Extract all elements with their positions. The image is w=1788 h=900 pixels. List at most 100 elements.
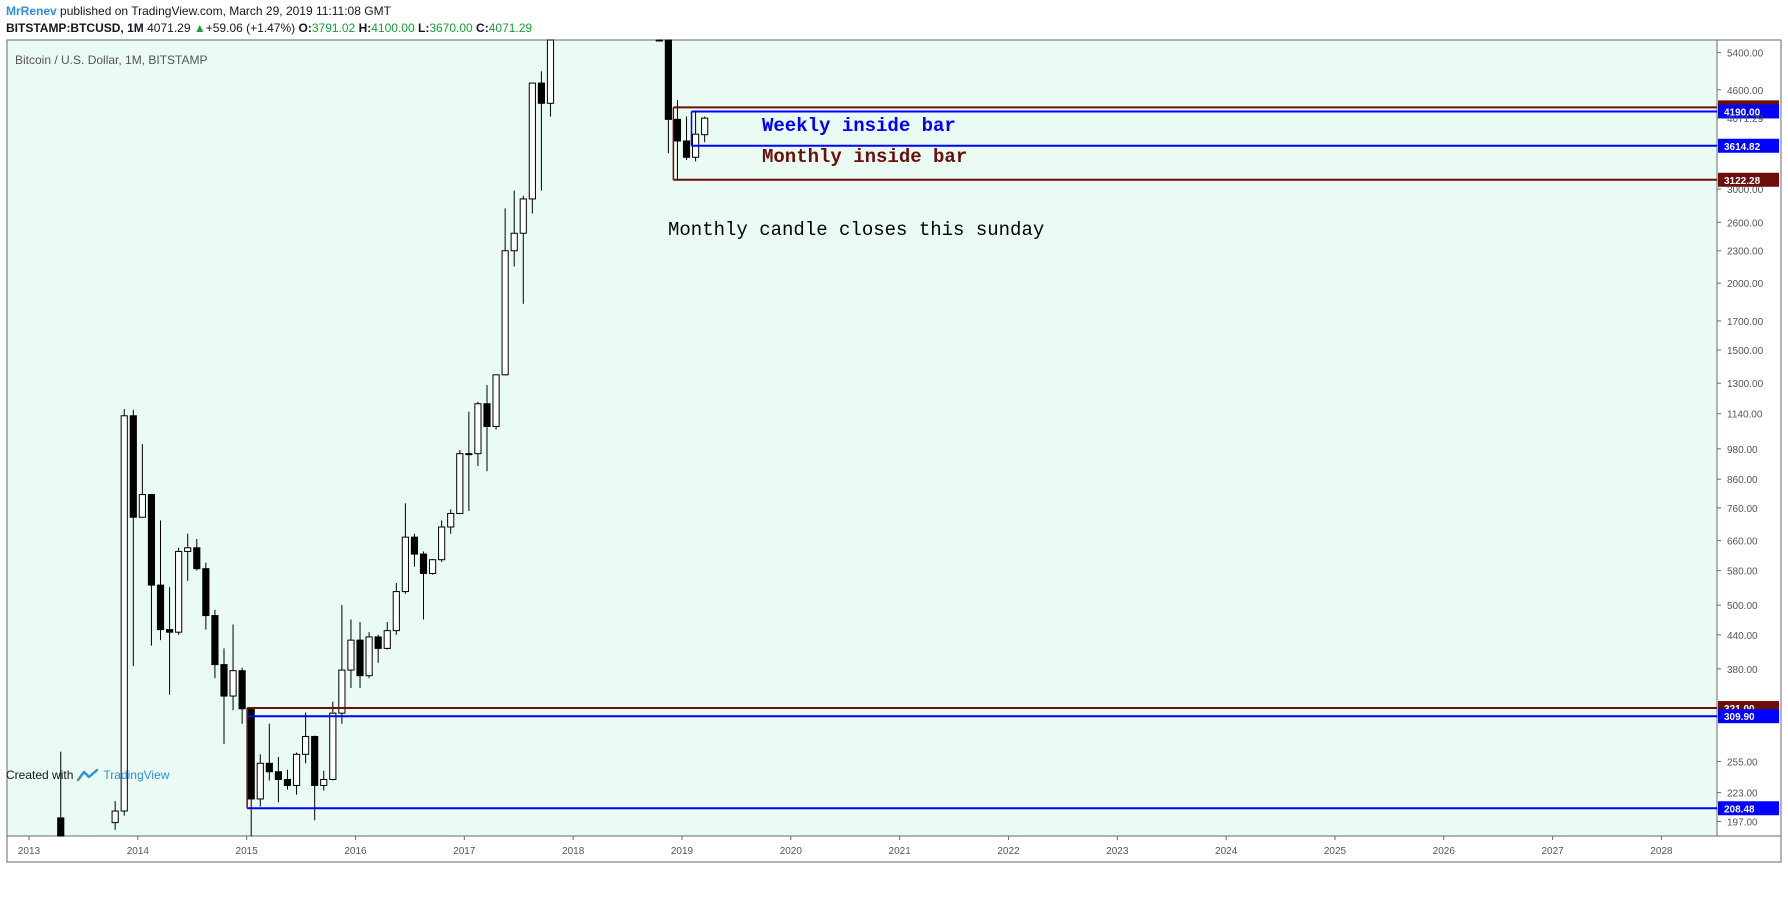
tradingview-logo-icon bbox=[77, 768, 99, 782]
candle-body bbox=[374, 636, 382, 649]
candle-body bbox=[447, 512, 455, 528]
candle-body bbox=[383, 630, 391, 649]
candle-body bbox=[701, 117, 709, 136]
candle-body bbox=[220, 664, 228, 697]
candle bbox=[311, 735, 319, 821]
candle bbox=[438, 520, 446, 563]
last-price: 4071.29 bbox=[147, 21, 191, 35]
candle-body bbox=[283, 778, 292, 786]
x-tick-label: 2027 bbox=[1542, 846, 1565, 857]
x-tick-label: 2017 bbox=[453, 846, 476, 857]
y-tick-label: 1300.00 bbox=[1727, 379, 1764, 390]
y-tick-label: 1140.00 bbox=[1727, 410, 1763, 421]
level-label-bg bbox=[1718, 709, 1779, 724]
candle bbox=[202, 562, 210, 630]
created-with-label: Created with bbox=[6, 768, 74, 782]
candle-body bbox=[483, 403, 491, 428]
level-label: 4190.00 bbox=[1724, 107, 1761, 118]
open-label: O: bbox=[298, 21, 312, 35]
x-tick-label: 2025 bbox=[1324, 846, 1347, 857]
level-label-bg bbox=[1718, 104, 1779, 119]
candle bbox=[465, 411, 473, 511]
candle-body bbox=[202, 568, 210, 617]
candle-body bbox=[438, 526, 446, 561]
ohlc-header: BITSTAMP:BTCUSD, 1M 4071.29 ▲+59.06 (+1.… bbox=[6, 21, 532, 35]
candle bbox=[410, 533, 419, 567]
candle bbox=[147, 494, 156, 646]
y-tick-label: 2300.00 bbox=[1727, 247, 1764, 258]
candle-body bbox=[111, 810, 119, 824]
candle bbox=[383, 621, 391, 650]
publish-info: MrRenev published on TradingView.com, Ma… bbox=[6, 4, 391, 18]
candle bbox=[365, 632, 373, 679]
candle-body bbox=[156, 584, 165, 631]
published-text: published on TradingView.com, March 29, … bbox=[60, 4, 391, 18]
candle bbox=[701, 116, 709, 143]
candle-body bbox=[175, 550, 183, 633]
candle bbox=[274, 756, 282, 803]
candle-body bbox=[492, 374, 500, 428]
candle-body bbox=[147, 494, 156, 586]
candle-body bbox=[211, 615, 219, 666]
candle bbox=[111, 801, 119, 830]
x-tick-label: 2022 bbox=[997, 846, 1020, 857]
candle bbox=[519, 195, 527, 304]
candle-body bbox=[184, 547, 192, 552]
candle-body bbox=[655, 39, 663, 42]
y-tick-label: 2600.00 bbox=[1727, 218, 1764, 229]
candle-body bbox=[320, 778, 328, 786]
x-tick-label: 2013 bbox=[18, 846, 41, 857]
candle bbox=[419, 551, 428, 620]
x-tick-label: 2014 bbox=[127, 846, 150, 857]
candle bbox=[546, 39, 555, 117]
candle-body bbox=[338, 669, 346, 714]
candle-body bbox=[274, 771, 282, 780]
time-axis[interactable] bbox=[6, 835, 1782, 863]
candle-body bbox=[57, 817, 65, 837]
candle-body bbox=[138, 494, 146, 518]
footer: Created with TradingView bbox=[6, 768, 169, 782]
candle-body bbox=[428, 559, 437, 574]
candle-body bbox=[419, 553, 428, 574]
y-tick-label: 3000.00 bbox=[1727, 185, 1764, 196]
candle-body bbox=[537, 82, 545, 104]
candle-body bbox=[682, 140, 691, 158]
candle-body bbox=[546, 39, 555, 104]
annotation-monthly-inside-bar: Monthly inside bar bbox=[762, 146, 967, 168]
chart-title: Bitcoin / U.S. Dollar, 1M, BITSTAMP bbox=[15, 53, 208, 67]
tradingview-link[interactable]: TradingView bbox=[103, 768, 170, 782]
candle bbox=[229, 624, 237, 711]
annotation-weekly-inside-bar: Weekly inside bar bbox=[762, 115, 956, 137]
candle bbox=[238, 667, 246, 724]
level-label-bg bbox=[1718, 138, 1779, 153]
candle bbox=[57, 751, 65, 837]
y-tick-label: 500.00 bbox=[1727, 601, 1758, 612]
candle bbox=[338, 605, 346, 724]
candle-body bbox=[664, 39, 672, 120]
candle bbox=[456, 450, 464, 515]
candle bbox=[492, 374, 500, 430]
open-value: 3791.02 bbox=[311, 21, 356, 35]
level-label-bg bbox=[1718, 801, 1779, 816]
candle-body bbox=[238, 670, 246, 710]
candle bbox=[474, 401, 482, 467]
candle bbox=[664, 39, 672, 154]
chart-pane[interactable] bbox=[6, 39, 1718, 837]
y-tick-label: 660.00 bbox=[1727, 537, 1758, 548]
y-tick-label: 223.00 bbox=[1727, 789, 1758, 800]
candle-body bbox=[193, 547, 201, 570]
candle-body bbox=[256, 762, 264, 800]
candle bbox=[673, 100, 682, 180]
candle-body bbox=[501, 250, 509, 376]
level-label: 208.48 bbox=[1724, 804, 1755, 815]
candle-body bbox=[302, 735, 310, 755]
symbol-label: BITSTAMP:BTCUSD, 1M bbox=[6, 21, 144, 35]
candle bbox=[256, 754, 264, 807]
candle bbox=[138, 444, 146, 518]
author-link[interactable]: MrRenev bbox=[6, 4, 57, 18]
y-tick-label: 580.00 bbox=[1727, 567, 1758, 578]
candle bbox=[501, 208, 509, 376]
candle bbox=[165, 587, 174, 695]
candle-body bbox=[410, 536, 419, 555]
